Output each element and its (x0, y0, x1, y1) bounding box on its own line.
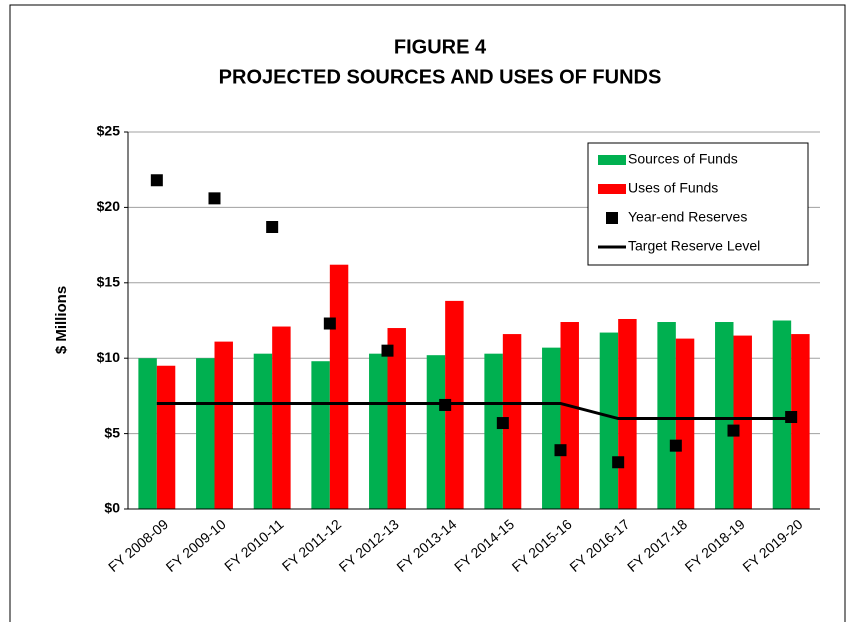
bar (272, 326, 291, 509)
bar (599, 332, 619, 509)
bar (369, 353, 388, 509)
legend-label: Year-end Reserves (628, 209, 747, 225)
reserve-marker (612, 456, 625, 469)
legend-swatch (606, 212, 618, 224)
bar (426, 355, 446, 509)
reserve-marker (554, 444, 567, 457)
y-axis-label: $ Millions (53, 286, 70, 354)
bar (311, 361, 330, 509)
bar (542, 347, 561, 509)
reserve-marker (208, 192, 221, 205)
y-tick-label: $15 (97, 274, 121, 290)
bar (214, 341, 233, 509)
bar (560, 322, 579, 509)
bar (657, 322, 676, 509)
bar (138, 358, 157, 509)
reserve-marker (496, 417, 509, 430)
bar (715, 322, 734, 509)
bar (772, 320, 792, 509)
bar (387, 328, 406, 509)
bar (733, 335, 752, 509)
chart-border (9, 4, 846, 622)
y-tick-label: $0 (104, 500, 120, 516)
bar (484, 353, 503, 509)
reserve-marker (439, 398, 452, 411)
bar (329, 264, 349, 509)
bar (675, 338, 695, 509)
legend-swatch (598, 155, 626, 165)
bar (196, 358, 215, 509)
y-tick-label: $25 (97, 123, 121, 139)
chart-title: FIGURE 4 (394, 36, 487, 58)
reserve-marker (669, 439, 682, 452)
y-tick-label: $10 (97, 349, 121, 365)
target-line (156, 401, 792, 421)
reserve-marker (727, 424, 740, 437)
bar (502, 334, 522, 509)
reserve-marker (323, 317, 336, 330)
legend-label: Sources of Funds (628, 151, 738, 167)
y-tick-label: $5 (104, 424, 120, 440)
chart-subtitle: PROJECTED SOURCES AND USES OF FUNDS (219, 66, 662, 88)
reserve-marker (381, 344, 394, 357)
legend-swatch (598, 184, 626, 194)
reserve-marker (266, 221, 279, 234)
bar (618, 318, 637, 509)
bar (445, 300, 464, 509)
bar (253, 353, 273, 509)
reserve-marker (785, 411, 798, 424)
legend-label: Target Reserve Level (628, 238, 760, 254)
y-tick-label: $20 (97, 198, 121, 214)
reserve-marker (150, 174, 163, 187)
bar (791, 334, 810, 509)
bar (156, 365, 176, 509)
legend-label: Uses of Funds (628, 180, 718, 196)
